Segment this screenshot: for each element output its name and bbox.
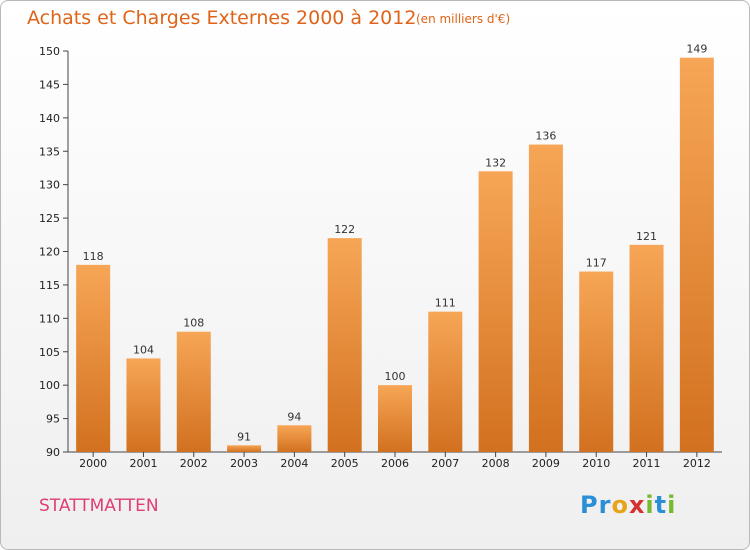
- data-label-2003: 91: [237, 430, 251, 443]
- x-tick-label: 2004: [280, 457, 308, 470]
- data-label-2005: 122: [334, 223, 355, 236]
- data-label-2012: 149: [686, 43, 707, 56]
- bar-2006: [378, 385, 412, 452]
- data-label-2009: 136: [535, 130, 556, 143]
- data-label-2008: 132: [485, 156, 506, 169]
- x-tick-label: 2001: [129, 457, 157, 470]
- y-tick-label: 125: [39, 212, 60, 225]
- logo-letter: o: [611, 491, 629, 519]
- y-tick-label: 140: [39, 112, 60, 125]
- y-tick-label: 135: [39, 145, 60, 158]
- commune-name: STATTMATTEN: [39, 496, 159, 516]
- chart-title: Achats et Charges Externes 2000 à 2012: [27, 7, 417, 29]
- bar-2004: [277, 425, 312, 452]
- x-tick-label: 2012: [683, 457, 711, 470]
- y-tick-label: 100: [39, 379, 60, 392]
- y-tick-label: 115: [39, 279, 60, 292]
- bar-2009: [528, 144, 563, 453]
- bar-2002: [176, 331, 211, 452]
- proxiti-logo: Proxiti: [580, 491, 676, 519]
- data-label-2001: 104: [133, 343, 154, 356]
- logo-letter: r: [598, 491, 612, 519]
- y-tick-label: 150: [39, 45, 60, 58]
- data-label-2006: 100: [385, 370, 406, 383]
- bar-2003: [227, 445, 262, 452]
- logo-letter: t: [654, 491, 668, 519]
- y-tick-label: 105: [39, 346, 60, 359]
- x-tick-label: 2009: [532, 457, 560, 470]
- data-label-2004: 94: [287, 410, 301, 423]
- x-tick-label: 2002: [180, 457, 208, 470]
- x-tick-label: 2006: [381, 457, 409, 470]
- bar-2005: [327, 238, 362, 452]
- y-tick-label: 145: [39, 78, 60, 91]
- y-tick-label: 110: [39, 312, 60, 325]
- data-label-2000: 118: [83, 250, 104, 263]
- bar-2007: [428, 311, 463, 452]
- data-label-2010: 117: [586, 257, 607, 270]
- data-label-2007: 111: [435, 297, 456, 310]
- bar-2008: [478, 171, 513, 453]
- logo-letter: P: [580, 491, 599, 519]
- data-label-2002: 108: [183, 317, 204, 330]
- x-tick-label: 2007: [431, 457, 459, 470]
- bar-2000: [76, 264, 111, 452]
- y-tick-label: 90: [46, 446, 60, 459]
- x-tick-label: 2003: [230, 457, 258, 470]
- chart-subtitle: (en milliers d'€): [416, 12, 511, 26]
- x-tick-label: 2005: [331, 457, 359, 470]
- x-tick-label: 2010: [582, 457, 610, 470]
- data-label-2011: 121: [636, 230, 657, 243]
- logo-letter: x: [628, 491, 646, 519]
- x-tick-label: 2011: [633, 457, 661, 470]
- y-tick-label: 95: [46, 413, 60, 426]
- x-tick-label: 2008: [482, 457, 510, 470]
- bar-2011: [629, 244, 664, 452]
- y-tick-label: 130: [39, 179, 60, 192]
- y-tick-label: 120: [39, 246, 60, 259]
- logo-letter: i: [645, 491, 655, 519]
- bar-2010: [579, 271, 614, 452]
- bar-2012: [679, 57, 714, 452]
- logo-letter: i: [667, 491, 677, 519]
- bar-2001: [126, 358, 161, 452]
- x-tick-label: 2000: [79, 457, 107, 470]
